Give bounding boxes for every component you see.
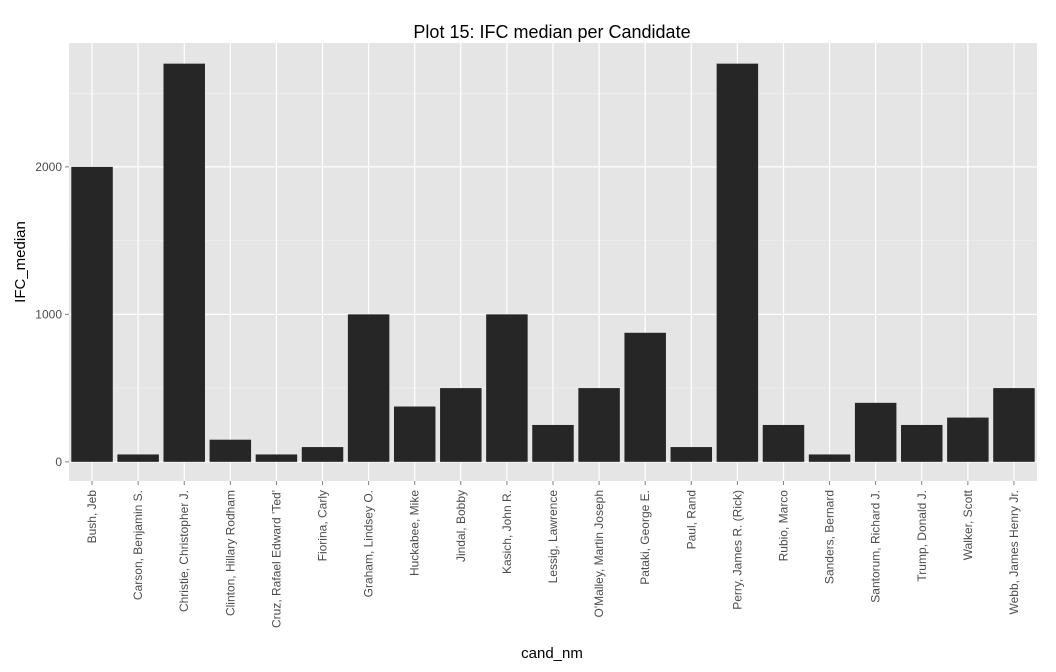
bar <box>347 314 390 462</box>
x-tick-label: Clinton, Hillary Rodham <box>223 490 237 616</box>
bar <box>854 402 897 462</box>
x-tick-label: O'Malley, Martin Joseph <box>592 490 606 617</box>
bar <box>808 454 851 462</box>
x-tick-label: Bush, Jeb <box>85 490 99 544</box>
bar <box>209 439 252 462</box>
bar <box>901 424 943 462</box>
x-tick-label: Kasich, John R. <box>500 490 514 574</box>
x-tick-label: Webb, James Henry Jr. <box>1007 490 1021 615</box>
bar <box>532 424 574 462</box>
x-tick-label: Lessig, Lawrence <box>546 490 560 584</box>
x-tick-label: Christie, Christopher J. <box>177 490 191 612</box>
x-tick-label: Santorum, Richard J. <box>869 490 883 603</box>
bar <box>716 63 759 462</box>
bar <box>71 166 113 462</box>
x-tick-label: Cruz, Rafael Edward 'Ted' <box>269 490 283 628</box>
x-tick-label: Huckabee, Mike <box>408 490 422 576</box>
x-tick-label: Paul, Rand <box>684 490 698 549</box>
x-tick-label: Jindal, Bobby <box>454 490 468 562</box>
bar <box>393 406 436 462</box>
x-tick-label: Perry, James R. (Rick) <box>730 490 744 610</box>
bar <box>762 424 805 462</box>
bar <box>947 417 989 462</box>
bar <box>117 454 159 462</box>
x-axis: Bush, Jeb Carson, Benjamin S. Christie, Ch… <box>85 481 1021 628</box>
bar <box>486 314 528 462</box>
x-tick-label: Carson, Benjamin S. <box>131 490 145 600</box>
bar <box>624 332 666 462</box>
x-tick-label: Sanders, Bernard <box>823 490 837 584</box>
x-tick-label: Walker, Scott <box>961 489 975 560</box>
y-axis-title: IFC_median <box>12 221 29 303</box>
x-tick-label: Fiorina, Carly <box>316 490 330 561</box>
bar <box>255 454 298 462</box>
bar <box>578 388 620 462</box>
bar <box>301 447 344 462</box>
x-tick-label: Pataki, George E. <box>638 490 652 585</box>
bar <box>440 388 482 462</box>
y-axis: 0 1000 2000 <box>35 160 69 469</box>
x-axis-title: cand_nm <box>521 645 583 662</box>
y-tick-label: 0 <box>55 455 62 469</box>
x-tick-label: Rubio, Marco <box>776 490 790 562</box>
x-tick-label: Graham, Lindsey O. <box>362 490 376 597</box>
y-tick-label: 1000 <box>35 307 62 321</box>
bar <box>993 388 1035 462</box>
bars <box>71 63 1035 462</box>
bar <box>670 447 713 462</box>
bar <box>163 63 205 462</box>
chart-title: Plot 15: IFC median per Candidate <box>413 22 690 42</box>
y-tick-label: 2000 <box>35 160 62 174</box>
x-tick-label: Trump, Donald J. <box>915 490 929 582</box>
